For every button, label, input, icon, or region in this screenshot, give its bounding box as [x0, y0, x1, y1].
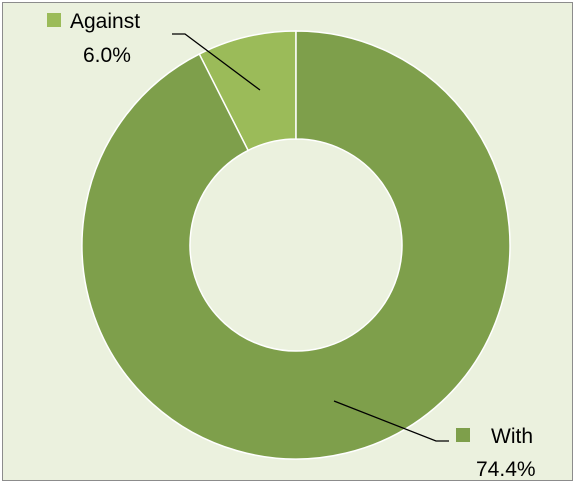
donut-slices	[81, 30, 511, 460]
slice-label-against: Against 6.0%	[47, 10, 261, 91]
leader-line-with	[333, 400, 449, 442]
leader-line-against	[172, 33, 261, 91]
slice-value-with: 74.4%	[476, 458, 536, 481]
legend-swatch-with	[456, 428, 470, 442]
slice-name-with: With	[491, 425, 533, 448]
slice-label-with: With 74.4%	[333, 400, 536, 481]
slice-name-against: Against	[70, 10, 140, 33]
legend-swatch-against	[47, 13, 61, 27]
slice-value-against: 6.0%	[83, 44, 131, 67]
donut-slice-with	[81, 30, 511, 460]
